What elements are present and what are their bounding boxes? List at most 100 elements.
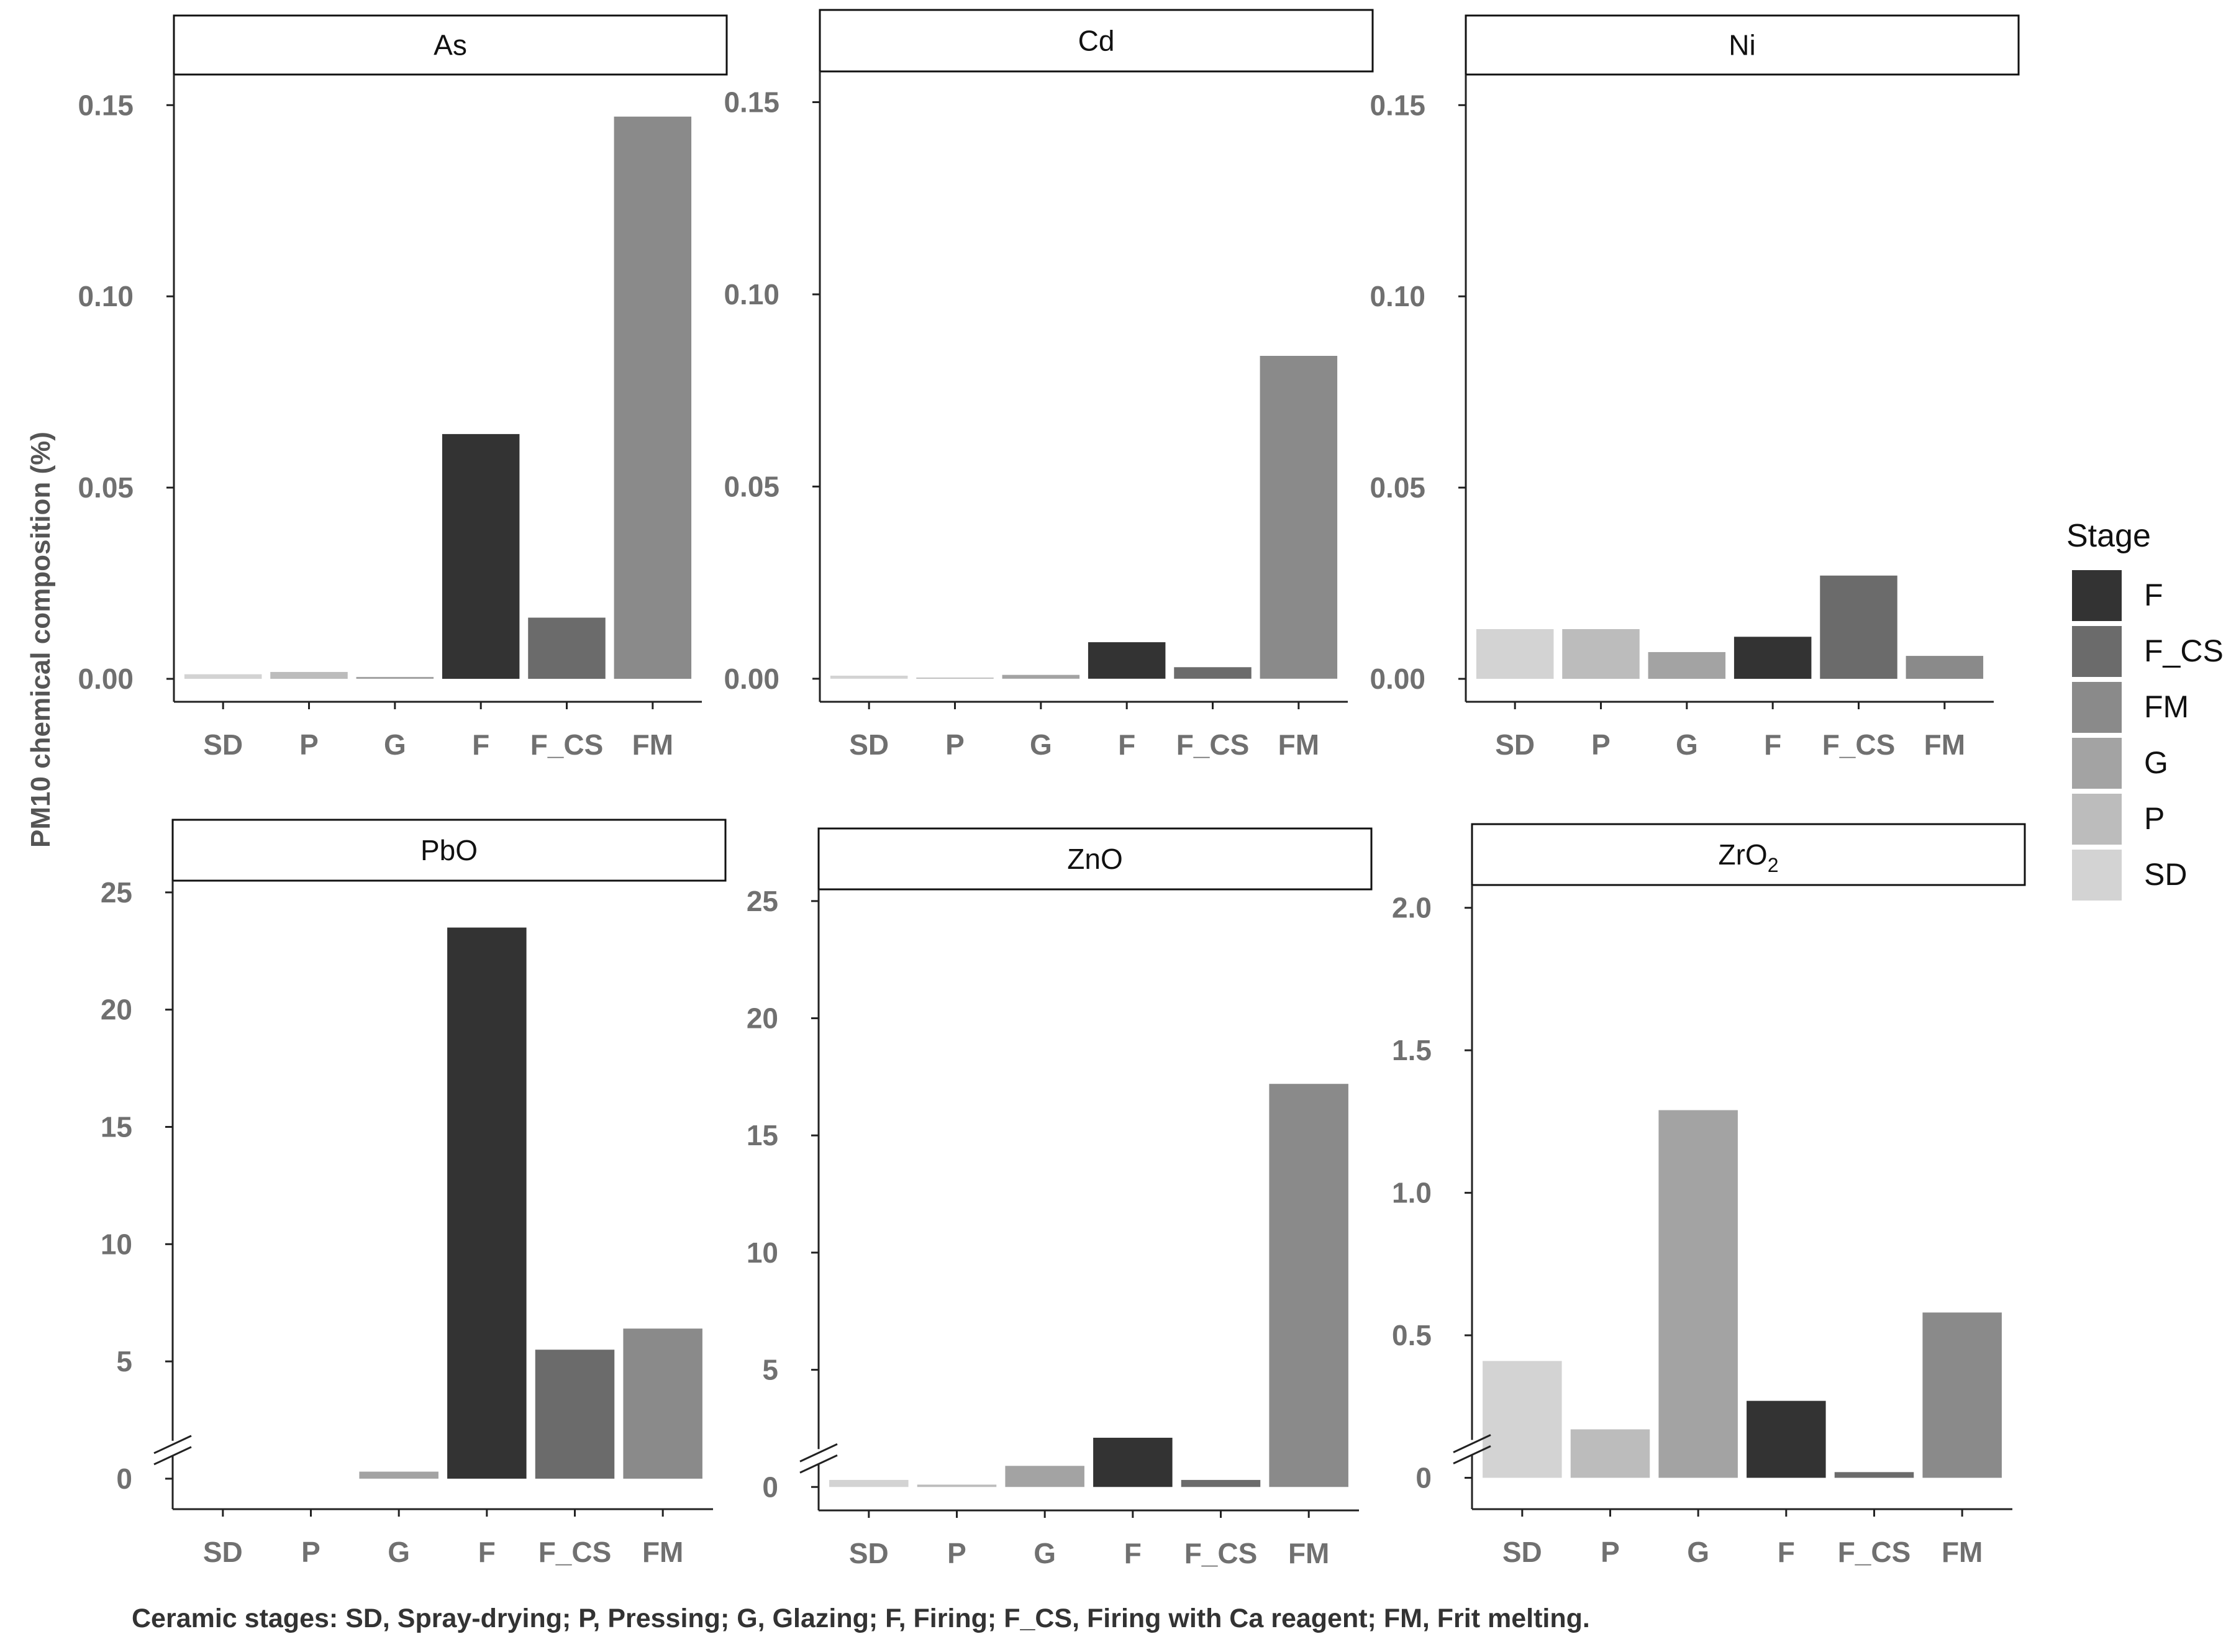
bar-f_cs xyxy=(528,617,606,679)
bar-g xyxy=(1648,651,1726,679)
bar-sd xyxy=(184,674,262,679)
figure-caption: Ceramic stages: SD, Spray-drying; P, Pre… xyxy=(132,1604,1590,1633)
x-tick-label: F xyxy=(1124,1537,1142,1569)
x-tick-label: F xyxy=(1778,1536,1795,1568)
bar-sd xyxy=(829,1479,909,1487)
bar-fm xyxy=(1906,656,1984,679)
y-tick-label: 0.10 xyxy=(78,280,134,312)
y-tick-label: 0 xyxy=(1415,1462,1432,1494)
x-tick-label: SD xyxy=(849,728,889,761)
facet-title: Cd xyxy=(1078,25,1115,57)
bar-sd xyxy=(1476,629,1554,679)
x-tick-label: G xyxy=(1676,728,1698,761)
bar-f xyxy=(1093,1438,1173,1487)
x-tick-label: G xyxy=(384,728,406,761)
x-tick-label: G xyxy=(1687,1536,1709,1568)
panel-cd: Cd 0.00 0.05 0.10 0.15 SD P G F F_CS FM xyxy=(724,9,1374,761)
panel-as: As 0.00 0.05 0.10 0.15 SD P G F F_CS FM xyxy=(78,14,728,761)
x-tick-label: F_CS xyxy=(1838,1536,1911,1568)
bar-p xyxy=(270,671,348,679)
x-tick-label: F xyxy=(1118,728,1135,761)
x-tick-label: SD xyxy=(849,1537,889,1569)
y-tick-label: 15 xyxy=(747,1119,778,1151)
x-tick-label: F xyxy=(1764,728,1781,761)
bar-p xyxy=(1570,1429,1650,1478)
facet-title: Ni xyxy=(1729,29,1755,61)
bar-p xyxy=(916,678,994,679)
bar-f_cs xyxy=(535,1350,615,1479)
bar-g xyxy=(359,1471,438,1479)
x-tick-label: FM xyxy=(1942,1536,1983,1568)
x-tick-label: G xyxy=(1034,1537,1056,1569)
facet-title: PbO xyxy=(420,834,478,866)
chart-panels: As 0.00 0.05 0.10 0.15 SD P G F F_CS FM Cd 0.00 0.05 0… xyxy=(78,9,2026,1569)
y-tick-label: 0.00 xyxy=(78,663,134,695)
axis-break-mark xyxy=(153,1435,192,1455)
y-tick-label: 0.10 xyxy=(724,278,779,311)
y-tick-label: 5 xyxy=(116,1345,132,1377)
y-tick-label: 0.5 xyxy=(1392,1319,1432,1351)
x-tick-label: F_CS xyxy=(530,728,604,761)
y-tick-label: 25 xyxy=(101,876,132,909)
y-tick-label: 25 xyxy=(747,885,778,917)
x-tick-label: FM xyxy=(1288,1537,1329,1569)
bar-g xyxy=(1002,674,1080,679)
panel-ni: Ni 0.00 0.05 0.10 0.15 SD P G F F_CS FM xyxy=(1370,14,2020,761)
bar-f_cs xyxy=(1834,1472,1914,1478)
x-tick-label: F_CS xyxy=(1822,728,1896,761)
legend-swatch-sd xyxy=(2072,850,2122,901)
bar-g xyxy=(1005,1466,1084,1487)
axis-break-mark xyxy=(799,1443,838,1463)
bar-f_cs xyxy=(1174,667,1252,679)
y-tick-label: 0.05 xyxy=(724,470,779,502)
x-tick-label: SD xyxy=(1502,1536,1542,1568)
x-tick-label: G xyxy=(1030,728,1052,761)
bar-fm xyxy=(623,1328,702,1479)
bar-f xyxy=(442,433,520,679)
bar-f xyxy=(1747,1400,1826,1478)
facet-strip xyxy=(817,827,1373,891)
axis-break-mark xyxy=(153,1446,192,1466)
facet-title-subscript: 2 xyxy=(1768,854,1779,876)
y-tick-label: 0.10 xyxy=(1370,280,1425,312)
y-tick-label: 10 xyxy=(101,1228,132,1260)
x-tick-label: P xyxy=(945,728,965,761)
facet-title: As xyxy=(434,29,467,61)
x-tick-label: FM xyxy=(642,1536,683,1568)
bar-f xyxy=(1733,637,1812,679)
legend-swatch-p xyxy=(2072,794,2122,845)
bar-sd xyxy=(830,675,908,679)
bar-g xyxy=(1658,1110,1738,1478)
axis-break-mark xyxy=(1453,1445,1491,1464)
legend-label-f: F xyxy=(2144,578,2163,612)
bar-fm xyxy=(1922,1312,2002,1478)
y-tick-label: 1.0 xyxy=(1392,1177,1432,1209)
x-tick-label: FM xyxy=(632,728,673,761)
bar-fm xyxy=(1269,1084,1348,1487)
bar-f_cs xyxy=(1820,575,1897,679)
bar-f xyxy=(1088,642,1166,679)
facet-strip xyxy=(1465,14,2020,76)
legend-swatch-fm xyxy=(2072,682,2122,733)
x-tick-label: P xyxy=(301,1536,320,1568)
legend-label-f_cs: F_CS xyxy=(2144,633,2224,668)
facet-title: ZnO xyxy=(1067,843,1122,875)
legend-label-sd: SD xyxy=(2144,857,2187,892)
y-axis-title: PM10 chemical composition (%) xyxy=(25,432,56,848)
bar-sd xyxy=(1483,1361,1562,1478)
bar-fm xyxy=(1260,355,1338,679)
legend-title: Stage xyxy=(2066,518,2151,554)
x-tick-label: F_CS xyxy=(1184,1537,1258,1569)
axis-break-mark xyxy=(799,1454,838,1474)
y-tick-label: 20 xyxy=(101,994,132,1026)
y-tick-label: 1.5 xyxy=(1392,1034,1432,1066)
bar-f_cs xyxy=(1181,1479,1261,1487)
y-tick-label: 0 xyxy=(762,1471,778,1503)
x-tick-label: G xyxy=(388,1536,410,1568)
y-tick-label: 0.00 xyxy=(724,663,779,695)
y-tick-label: 2.0 xyxy=(1392,892,1432,924)
axis-break-mark xyxy=(1453,1434,1491,1453)
legend-swatch-f xyxy=(2072,570,2122,621)
bar-f xyxy=(447,927,527,1479)
